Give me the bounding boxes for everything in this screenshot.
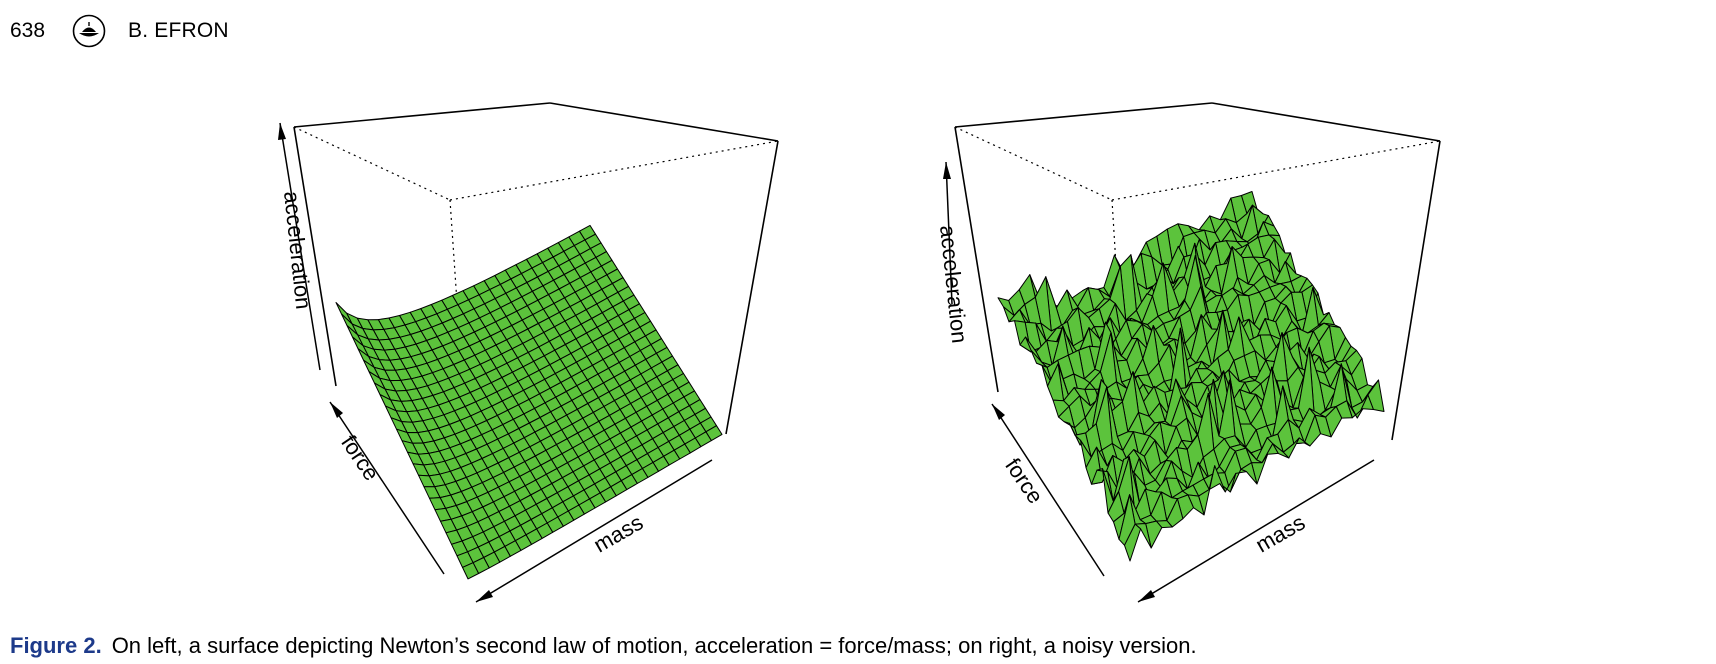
- caption-text: On left, a surface depicting Newton’s se…: [111, 633, 1197, 658]
- left-zlabel: acceleration: [279, 190, 316, 311]
- right-surface-plot: acceleration force mass: [935, 102, 1441, 603]
- publisher-seal-icon: [72, 14, 106, 48]
- surface-facet: [335, 302, 353, 325]
- right-axes: [943, 161, 1375, 603]
- page-number: 638: [10, 19, 46, 42]
- right-zlabel: acceleration: [935, 224, 972, 345]
- page-header: 638 B. EFRON: [10, 14, 229, 48]
- left-surface-plot: acceleration force mass: [278, 102, 779, 603]
- caption-label: Figure 2.: [10, 633, 102, 658]
- surface-facet: [462, 562, 480, 580]
- surface-facet: [1124, 523, 1142, 562]
- right-front-box: [954, 102, 1441, 441]
- left-axes: [278, 122, 713, 603]
- left-ylabel: force: [336, 431, 384, 486]
- figure-caption: Figure 2. On left, a surface depicting Ne…: [10, 633, 1197, 659]
- right-ylabel: force: [1000, 454, 1048, 509]
- right-surface-mesh: [997, 191, 1385, 562]
- running-head: B. EFRON: [128, 19, 229, 42]
- left-surface-mesh: [335, 224, 723, 580]
- left-front-box: [293, 102, 779, 435]
